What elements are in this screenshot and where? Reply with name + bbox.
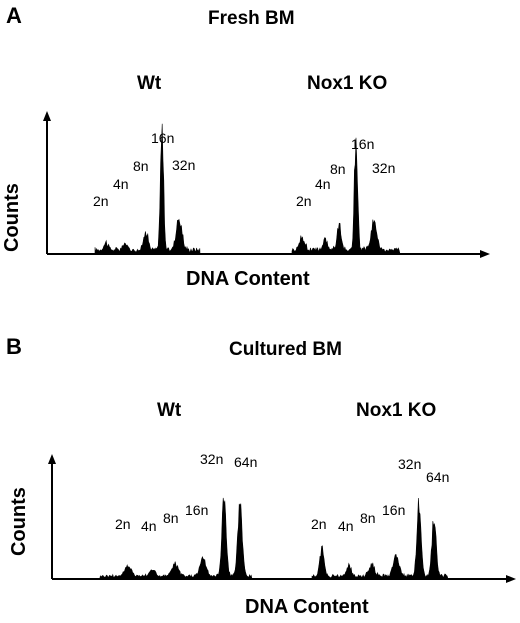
- panel-a-ko-peak-16n: 16n: [351, 136, 375, 152]
- panel-b-ko-peak-4n: 4n: [338, 518, 354, 534]
- panel-b-ko-peak-32n: 32n: [398, 456, 422, 472]
- panel-b-ko-peak-64n: 64n: [426, 469, 450, 485]
- histogram-nox1-ko: [291, 137, 401, 255]
- panel-a-wt-peak-16n: 16n: [151, 130, 175, 146]
- panel-a-title: Fresh BM: [208, 8, 295, 29]
- panel-a-wt-peak-2n: 2n: [93, 193, 109, 209]
- panel-b-wt-peak-64n: 64n: [234, 454, 258, 470]
- panel-b-wt-peak-4n: 4n: [141, 518, 157, 534]
- panel-a-ko-peak-8n: 8n: [330, 161, 346, 177]
- panel-b-title: Cultured BM: [229, 339, 342, 360]
- panel-a-ko-peak-4n: 4n: [315, 176, 331, 192]
- panel-b-wt-peak-2n: 2n: [115, 516, 131, 532]
- panel-a-wt-peak-8n: 8n: [133, 158, 149, 174]
- y-axis-arrow: [48, 454, 56, 464]
- panel-a-ko-peak-32n: 32n: [372, 160, 396, 176]
- panel-a-group-ko-label: Nox1 KO: [307, 73, 388, 94]
- y-axis-arrow: [43, 111, 51, 121]
- panel-b-group-ko-label: Nox1 KO: [356, 400, 437, 421]
- panel-b-ko-peak-8n: 8n: [360, 510, 376, 526]
- panel-b-wt-peak-8n: 8n: [163, 510, 179, 526]
- panel-b-letter: B: [6, 334, 22, 359]
- panel-a-x-axis-label: DNA Content: [186, 268, 310, 290]
- histogram-wt: [99, 497, 253, 580]
- histogram-nox1-ko: [311, 497, 449, 580]
- histogram-wt: [94, 123, 201, 255]
- panel-a-group-wt-label: Wt: [137, 73, 162, 94]
- panel-b-wt-peak-32n: 32n: [200, 451, 224, 467]
- x-axis-arrow: [506, 575, 516, 583]
- panel-b-ko-peak-2n: 2n: [311, 516, 327, 532]
- x-axis-arrow: [480, 250, 490, 258]
- panel-a-ko-peak-2n: 2n: [296, 193, 312, 209]
- panel-a-wt-peak-32n: 32n: [172, 157, 196, 173]
- panel-b-group-wt-label: Wt: [157, 400, 182, 421]
- panel-b-x-axis-label: DNA Content: [245, 596, 369, 618]
- panel-a-letter: A: [6, 3, 22, 28]
- panel-b-ko-peak-16n: 16n: [382, 502, 406, 518]
- panel-b-wt-peak-16n: 16n: [185, 502, 209, 518]
- panel-a-wt-peak-4n: 4n: [113, 176, 129, 192]
